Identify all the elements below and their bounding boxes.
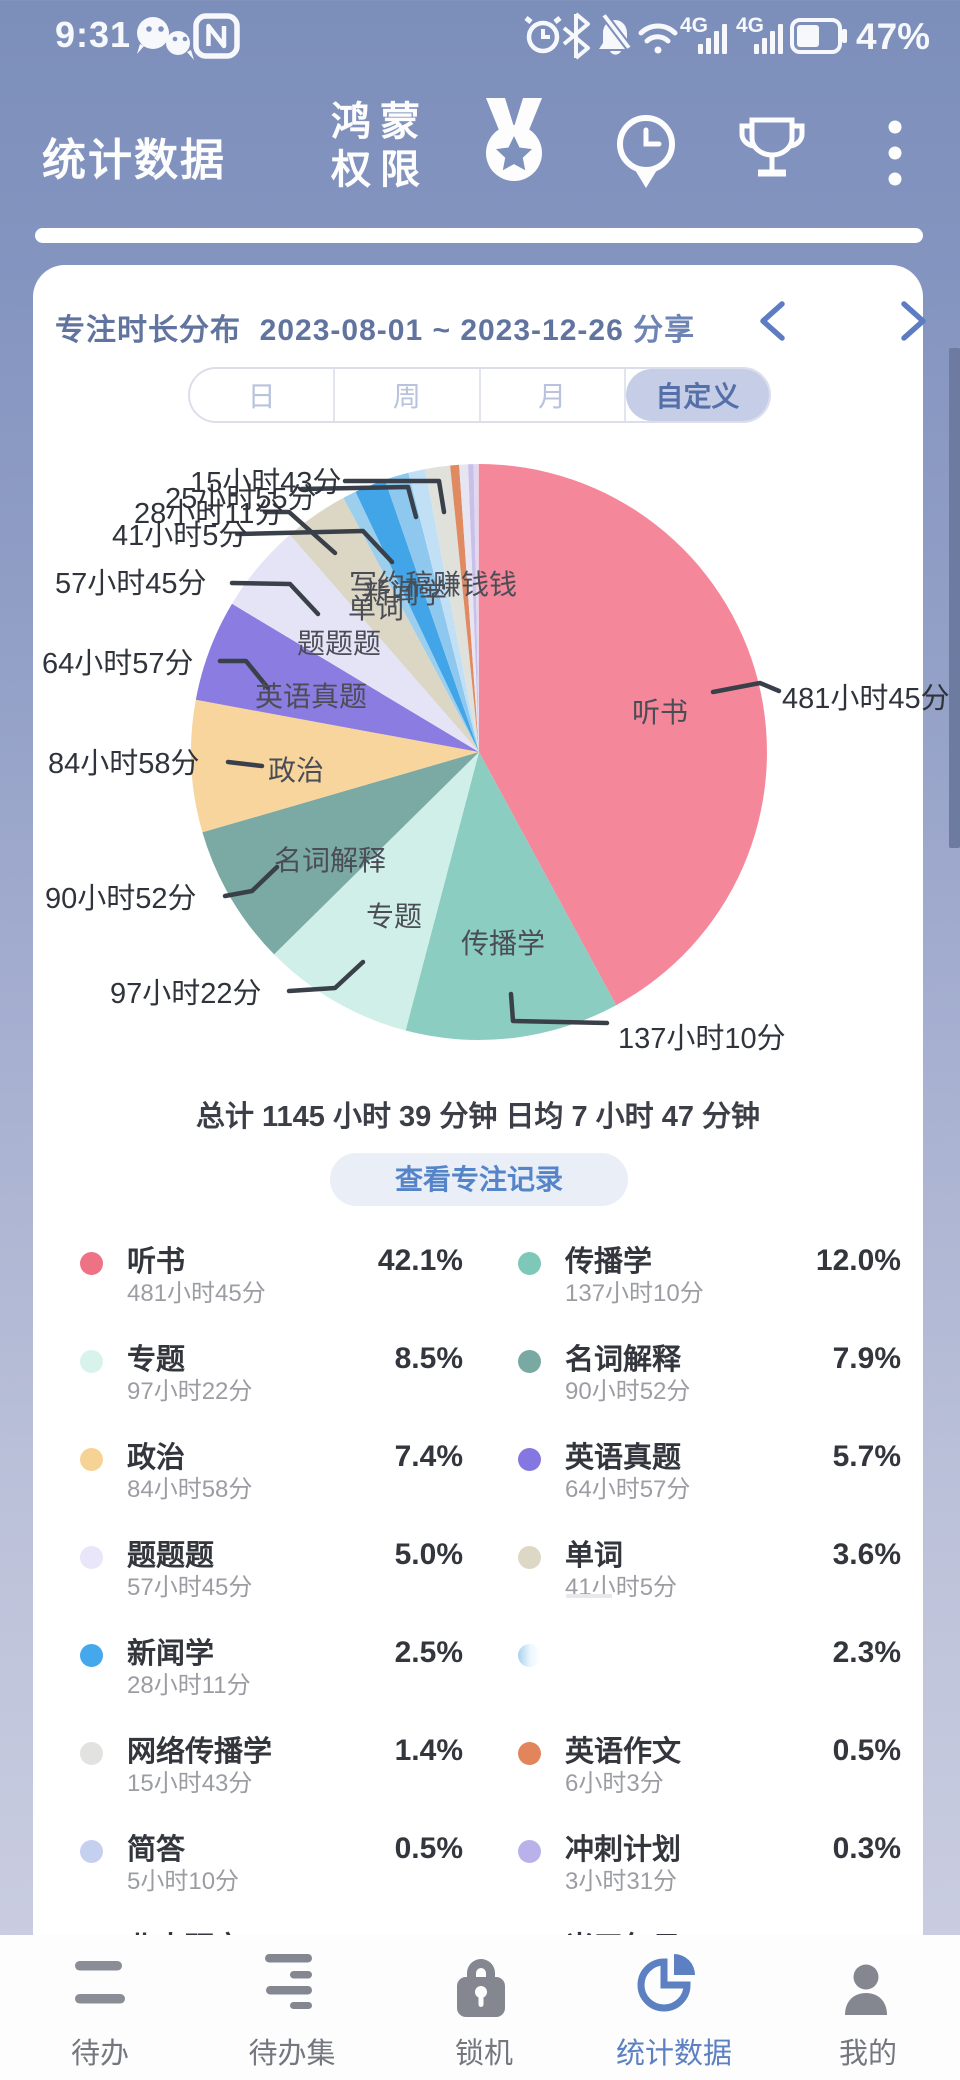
svg-text:4G: 4G	[680, 14, 708, 37]
svg-text:传播学: 传播学	[461, 928, 545, 959]
svg-text:481小时45分: 481小时45分	[782, 682, 950, 715]
svg-text:新闻学: 新闻学	[363, 578, 447, 609]
svg-text:写约稿赚钱钱: 写约稿赚钱钱	[349, 569, 517, 600]
svg-text:64小时57分: 64小时57分	[42, 647, 194, 680]
svg-text:英语真题: 英语真题	[255, 681, 367, 712]
svg-text:名词解释: 名词解释	[274, 845, 386, 876]
svg-text:专题: 专题	[366, 901, 422, 932]
svg-text:84小时58分: 84小时58分	[48, 747, 200, 780]
svg-text:97小时22分: 97小时22分	[110, 977, 262, 1010]
svg-text:57小时45分: 57小时45分	[55, 567, 207, 600]
svg-text:题题题: 题题题	[297, 628, 381, 659]
svg-text:41小时5分: 41小时5分	[112, 519, 247, 552]
svg-text:政治: 政治	[268, 755, 324, 786]
svg-text:听书: 听书	[632, 697, 688, 728]
svg-text:单词: 单词	[348, 593, 404, 624]
svg-text:28小时11分: 28小时11分	[134, 497, 283, 530]
svg-text:137小时10分: 137小时10分	[618, 1022, 786, 1055]
svg-text:25小时55分: 25小时55分	[165, 482, 317, 515]
svg-text:90小时52分: 90小时52分	[45, 882, 197, 915]
svg-text:47%: 47%	[856, 16, 930, 57]
svg-text:15小时43分: 15小时43分	[190, 466, 342, 499]
svg-text:4G: 4G	[736, 14, 764, 37]
